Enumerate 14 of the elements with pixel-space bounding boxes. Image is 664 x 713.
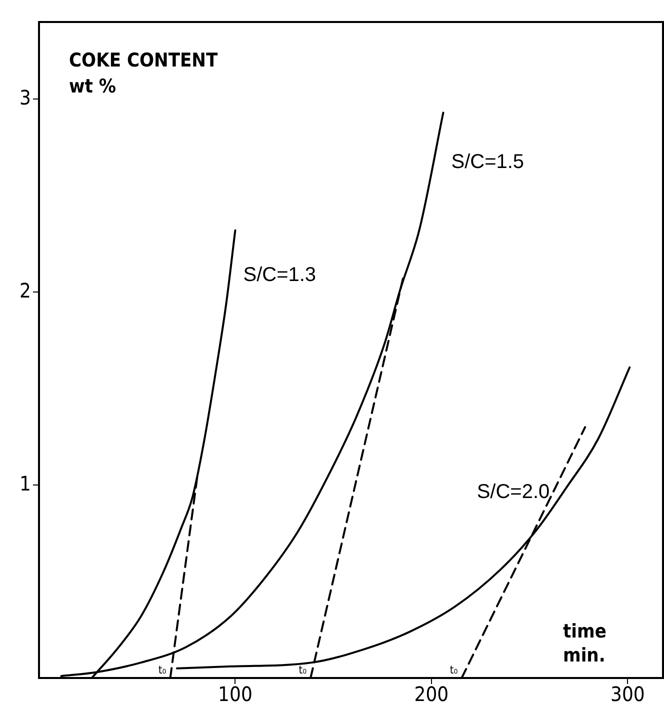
y-tick-label: 3 [20, 85, 31, 110]
series-label: S/C=1.3 [243, 264, 316, 286]
x-tick-label: 100 [218, 682, 252, 706]
y-tick-label: 2 [20, 278, 31, 302]
x-tick-label: 200 [414, 682, 449, 706]
y-axis-title: COKE CONTENT wt % [69, 49, 218, 98]
annotation: t₀ [158, 663, 166, 676]
x-axis-title: time min. [563, 620, 606, 666]
annotation: t₀ [298, 663, 307, 676]
y-tick-label: 1 [20, 471, 31, 496]
x-tick-label: 300 [610, 682, 645, 706]
annotation: t₀ [450, 663, 458, 676]
series-label: S/C=2.0 [476, 480, 550, 503]
series-label: S/C=1.5 [451, 151, 524, 174]
